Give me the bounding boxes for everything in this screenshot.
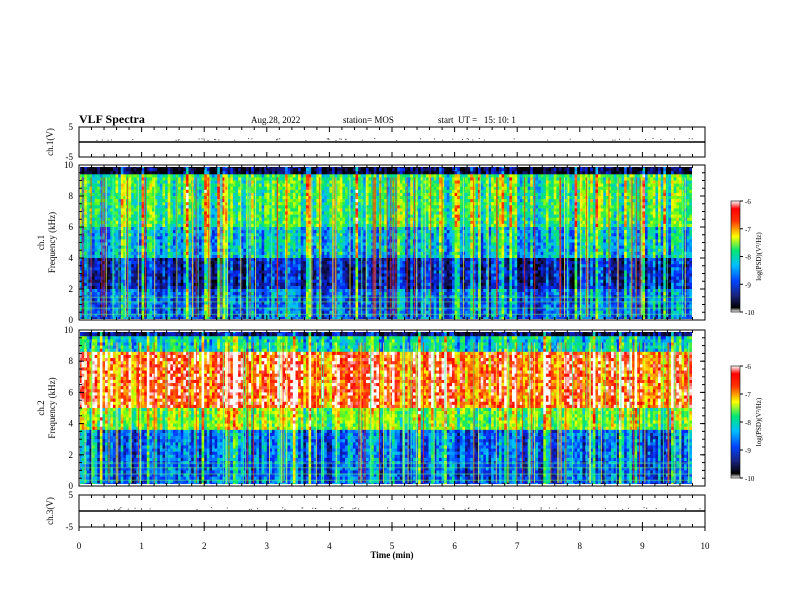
xtick-label: 3 bbox=[265, 541, 270, 551]
colorbar-tick-label: -8 bbox=[745, 254, 751, 262]
ylabel-waveform: ch.3(V) bbox=[45, 497, 55, 525]
colorbar-tick-label: -8 bbox=[745, 419, 751, 427]
colorbar-tick-label: -9 bbox=[745, 447, 751, 455]
ytick-label: 4 bbox=[69, 419, 74, 429]
colorbar-tick-label: -6 bbox=[745, 363, 751, 371]
colorbar-tick-label: -10 bbox=[745, 309, 755, 317]
xtick-label: 1 bbox=[139, 541, 144, 551]
ytick-label: -5 bbox=[66, 522, 74, 532]
ch1-spectrogram bbox=[79, 165, 705, 320]
ylabel-frequency: Frequency (kHz) bbox=[47, 212, 57, 273]
ytick-label: 6 bbox=[69, 387, 74, 397]
colorbar-tick-label: -6 bbox=[745, 198, 751, 206]
xtick-label: 7 bbox=[515, 541, 520, 551]
xtick-label: 2 bbox=[202, 541, 207, 551]
ytick-label: 5 bbox=[69, 122, 74, 132]
colorbar-tick-label: -7 bbox=[745, 226, 751, 234]
colorbar-ch2 bbox=[731, 366, 740, 478]
ytick-label: 10 bbox=[64, 160, 74, 170]
xtick-label: 8 bbox=[578, 541, 583, 551]
ch2-spectrogram bbox=[79, 330, 705, 486]
ytick-label: 10 bbox=[64, 325, 74, 335]
ytick-label: 8 bbox=[69, 191, 74, 201]
ytick-label: 6 bbox=[69, 222, 74, 232]
vlf-spectra-figure: 5-5ch.1(V)0246810ch.1 Frequency (kHz)0246… bbox=[0, 0, 792, 612]
x-axis-label: Time (min) bbox=[370, 550, 413, 560]
colorbar-label: log(PSD)(V²/Hz) bbox=[755, 232, 763, 281]
ylabel-channel: ch.1 bbox=[36, 235, 46, 250]
colorbar-tick-label: -7 bbox=[745, 391, 751, 399]
xtick-label: 0 bbox=[77, 541, 82, 551]
colorbar-ch1 bbox=[731, 201, 740, 312]
ytick-label: 8 bbox=[69, 356, 74, 366]
ytick-label: 2 bbox=[69, 450, 74, 460]
ylabel-frequency: Frequency (kHz) bbox=[47, 377, 57, 438]
ytick-label: 0 bbox=[69, 315, 74, 325]
colorbar-label: log(PSD)(V²/Hz) bbox=[755, 397, 763, 446]
ylabel-channel: ch.2 bbox=[36, 400, 46, 415]
ylabel-waveform: ch.1(V) bbox=[45, 128, 55, 156]
xtick-label: 10 bbox=[701, 541, 711, 551]
xtick-label: 9 bbox=[640, 541, 645, 551]
colorbar-tick-label: -10 bbox=[745, 475, 755, 483]
ytick-label: 4 bbox=[69, 253, 74, 263]
xtick-label: 6 bbox=[452, 541, 457, 551]
xtick-label: 4 bbox=[327, 541, 332, 551]
ytick-label: 2 bbox=[69, 284, 74, 294]
colorbar-tick-label: -9 bbox=[745, 281, 751, 289]
ytick-label: 5 bbox=[69, 490, 74, 500]
